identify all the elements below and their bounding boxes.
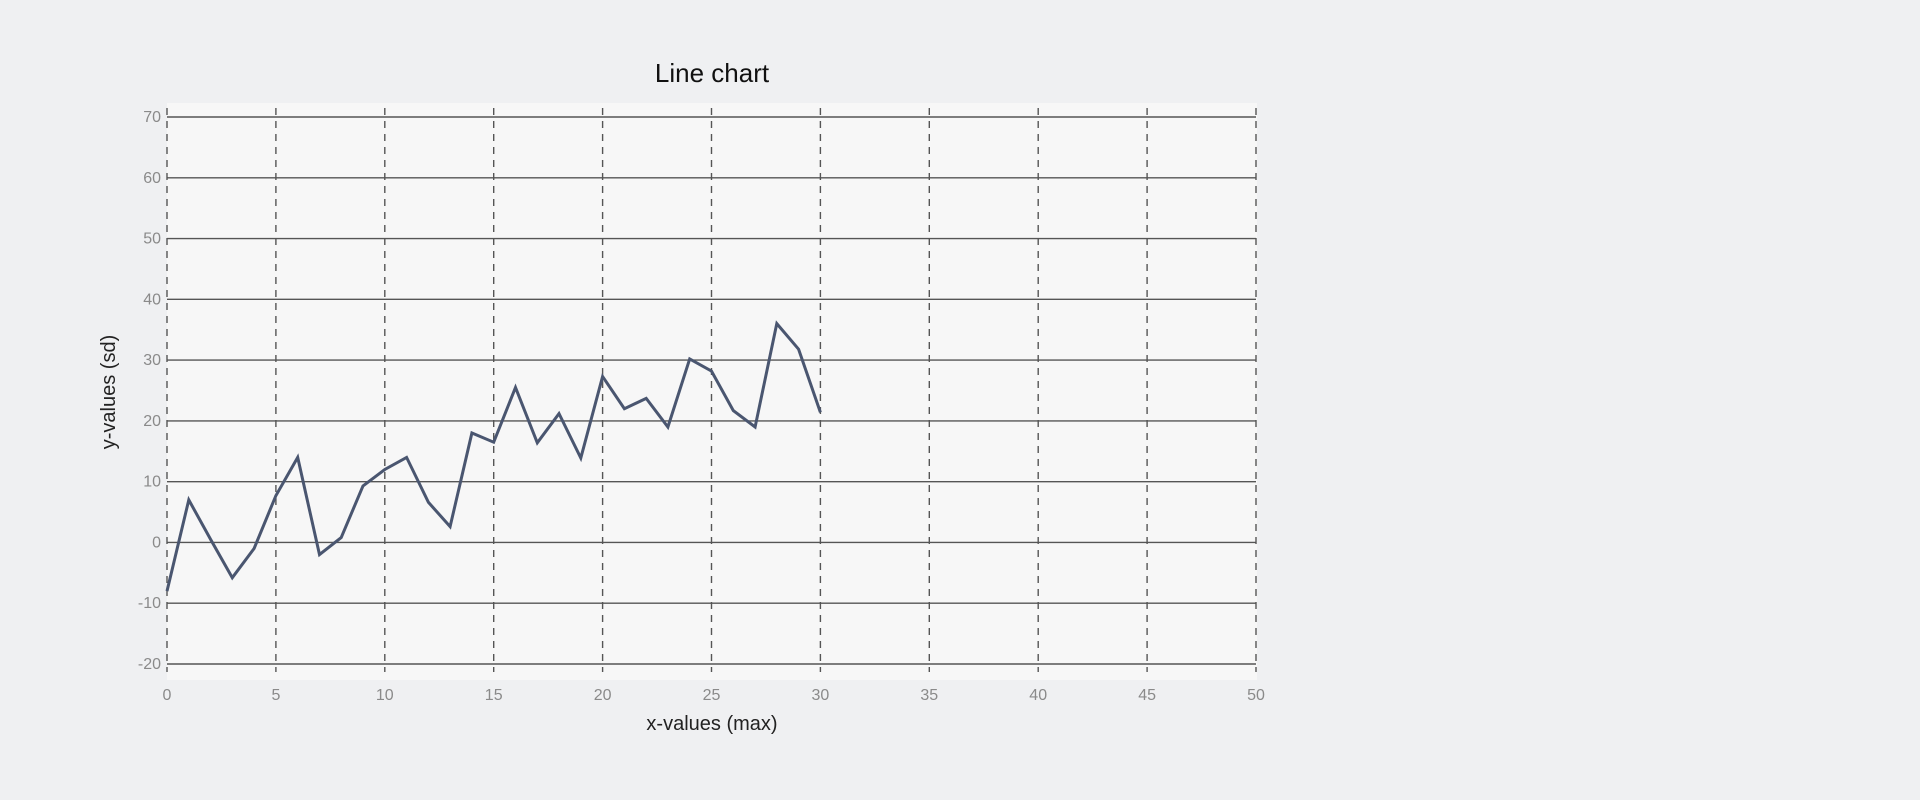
y-tick-label: 40 — [143, 291, 161, 308]
tick-labels: -20 -10 0 10 20 30 40 50 60 70 0 5 10 15 20 25 30 35 40 45 5… — [138, 109, 1265, 704]
y-tick-label: 0 — [152, 534, 161, 551]
y-tick-label: 10 — [143, 474, 161, 491]
x-tick-label: 10 — [376, 687, 394, 704]
chart-title: Line chart — [655, 58, 770, 88]
x-tick-label: 40 — [1029, 687, 1047, 704]
x-tick-label: 50 — [1247, 687, 1265, 704]
y-tick-label: -20 — [138, 656, 161, 673]
x-tick-label: 20 — [594, 687, 612, 704]
y-tick-label: -10 — [138, 595, 161, 612]
y-tick-label: 20 — [143, 413, 161, 430]
y-tick-label: 30 — [143, 352, 161, 369]
x-axis-title: x-values (max) — [646, 713, 777, 735]
grid-lines — [166, 108, 1257, 672]
y-tick-label: 50 — [143, 231, 161, 248]
series-layer — [165, 320, 822, 592]
series-line — [165, 320, 822, 592]
x-tick-label: 5 — [271, 687, 280, 704]
x-tick-label: 15 — [485, 687, 503, 704]
y-axis-title: y-values (sd) — [98, 335, 120, 449]
y-tick-label: 70 — [143, 109, 161, 126]
x-tick-label: 0 — [163, 687, 172, 704]
x-tick-label: 25 — [703, 687, 721, 704]
x-tick-label: 30 — [812, 687, 830, 704]
y-tick-label: 60 — [143, 170, 161, 187]
x-tick-label: 35 — [920, 687, 938, 704]
x-tick-label: 45 — [1138, 687, 1156, 704]
